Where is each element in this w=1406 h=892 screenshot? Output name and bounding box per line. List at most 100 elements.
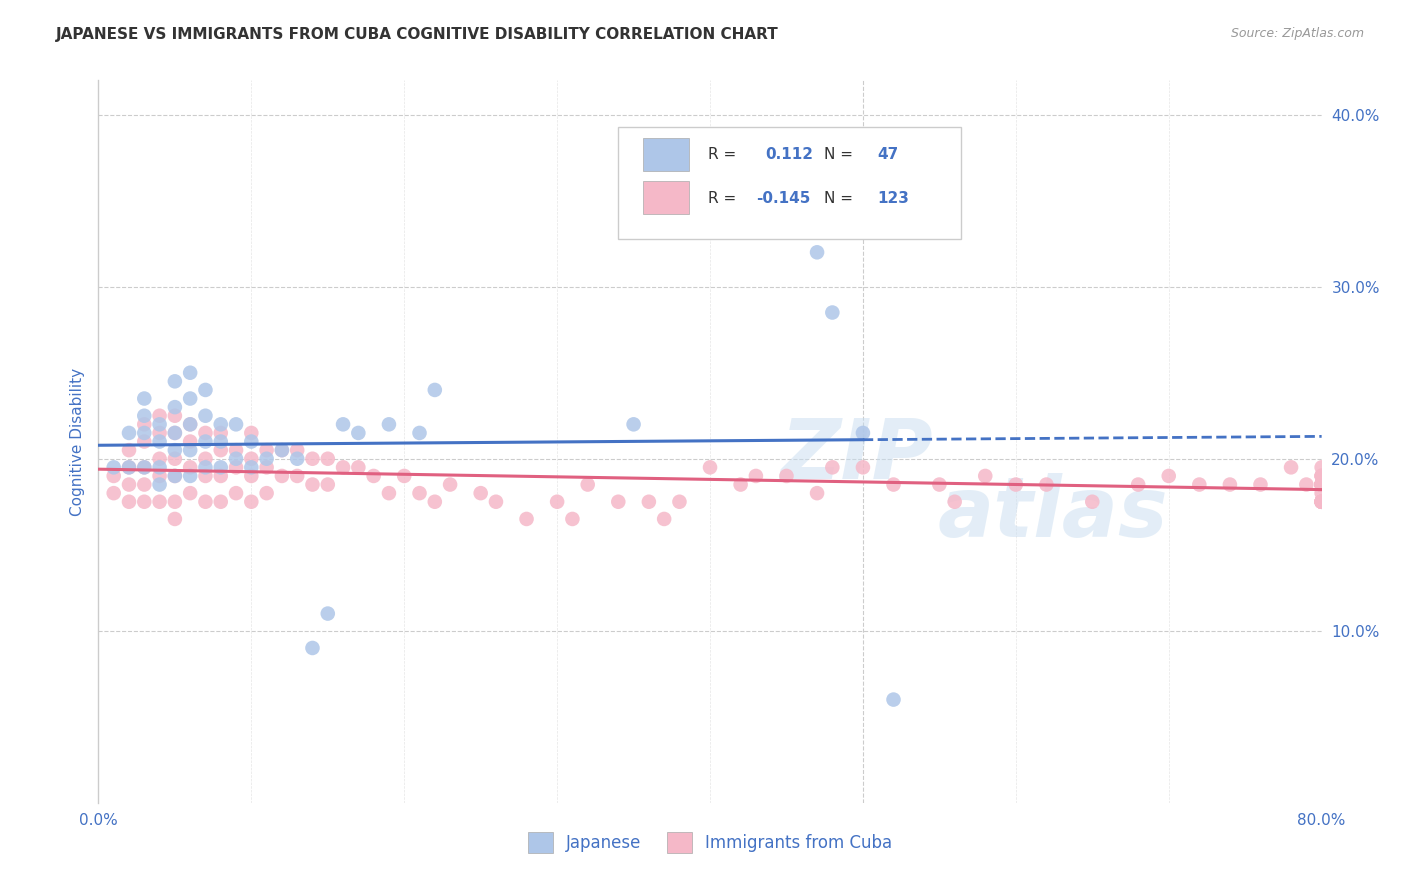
Point: [1310, 477, 1333, 491]
Point: [179, 460, 201, 475]
Bar: [643, 181, 689, 214]
Point: [209, 443, 232, 458]
Point: [1310, 469, 1333, 483]
Legend: Japanese, Immigrants from Cuba: Japanese, Immigrants from Cuba: [522, 826, 898, 860]
Point: [103, 486, 125, 500]
Point: [270, 469, 292, 483]
Point: [163, 469, 186, 483]
Point: [1310, 486, 1333, 500]
Point: [745, 469, 768, 483]
Point: [623, 417, 645, 432]
Point: [316, 477, 339, 491]
Point: [883, 692, 905, 706]
Point: [1310, 477, 1333, 491]
Point: [1310, 477, 1333, 491]
Point: [209, 494, 232, 508]
Point: [1310, 494, 1333, 508]
Point: [316, 451, 339, 466]
Point: [240, 434, 263, 449]
Text: JAPANESE VS IMMIGRANTS FROM CUBA COGNITIVE DISABILITY CORRELATION CHART: JAPANESE VS IMMIGRANTS FROM CUBA COGNITI…: [56, 27, 779, 42]
Point: [134, 477, 156, 491]
Point: [149, 434, 172, 449]
Point: [256, 486, 278, 500]
Point: [240, 460, 263, 475]
Point: [821, 460, 844, 475]
Bar: [643, 138, 689, 170]
Point: [149, 409, 172, 423]
Point: [103, 469, 125, 483]
Point: [1310, 494, 1333, 508]
Point: [1310, 460, 1333, 475]
Point: [118, 477, 141, 491]
Point: [347, 460, 370, 475]
Point: [1279, 460, 1302, 475]
Point: [1310, 477, 1333, 491]
Point: [1219, 477, 1241, 491]
Point: [134, 392, 156, 406]
Point: [1310, 494, 1333, 508]
Point: [1310, 477, 1333, 491]
Point: [1310, 494, 1333, 508]
Point: [285, 469, 308, 483]
Point: [118, 460, 141, 475]
Point: [1295, 477, 1317, 491]
Text: atlas: atlas: [938, 474, 1168, 554]
Point: [576, 477, 599, 491]
Point: [149, 451, 172, 466]
Point: [179, 469, 201, 483]
Point: [179, 392, 201, 406]
Point: [485, 494, 508, 508]
Point: [194, 451, 217, 466]
Text: ZIP: ZIP: [780, 416, 934, 497]
Point: [285, 451, 308, 466]
Point: [134, 417, 156, 432]
Point: [806, 486, 828, 500]
Point: [1310, 477, 1333, 491]
Point: [943, 494, 966, 508]
Point: [363, 469, 385, 483]
Point: [194, 434, 217, 449]
Text: -0.145: -0.145: [756, 191, 811, 205]
Point: [806, 245, 828, 260]
Point: [423, 383, 446, 397]
Point: [194, 409, 217, 423]
Point: [134, 425, 156, 440]
Point: [301, 477, 323, 491]
Point: [240, 425, 263, 440]
Point: [194, 425, 217, 440]
Point: [149, 477, 172, 491]
Point: [928, 477, 950, 491]
Text: Source: ZipAtlas.com: Source: ZipAtlas.com: [1230, 27, 1364, 40]
Point: [209, 469, 232, 483]
Point: [1004, 477, 1026, 491]
Point: [225, 460, 247, 475]
Point: [134, 409, 156, 423]
Point: [1310, 477, 1333, 491]
Point: [163, 375, 186, 389]
Point: [852, 460, 875, 475]
Text: 47: 47: [877, 147, 898, 162]
Point: [163, 400, 186, 414]
Point: [225, 451, 247, 466]
Point: [1310, 477, 1333, 491]
Point: [194, 494, 217, 508]
Point: [179, 417, 201, 432]
Point: [1310, 477, 1333, 491]
Point: [974, 469, 997, 483]
Text: N =: N =: [824, 191, 853, 205]
Point: [194, 383, 217, 397]
Point: [1128, 477, 1150, 491]
Point: [256, 443, 278, 458]
Point: [1310, 477, 1333, 491]
Point: [316, 607, 339, 621]
Point: [285, 443, 308, 458]
Point: [1188, 477, 1211, 491]
Point: [652, 512, 675, 526]
Point: [118, 460, 141, 475]
Point: [408, 425, 430, 440]
Point: [256, 460, 278, 475]
Point: [225, 486, 247, 500]
Point: [134, 434, 156, 449]
Point: [240, 451, 263, 466]
FancyBboxPatch shape: [619, 128, 960, 239]
